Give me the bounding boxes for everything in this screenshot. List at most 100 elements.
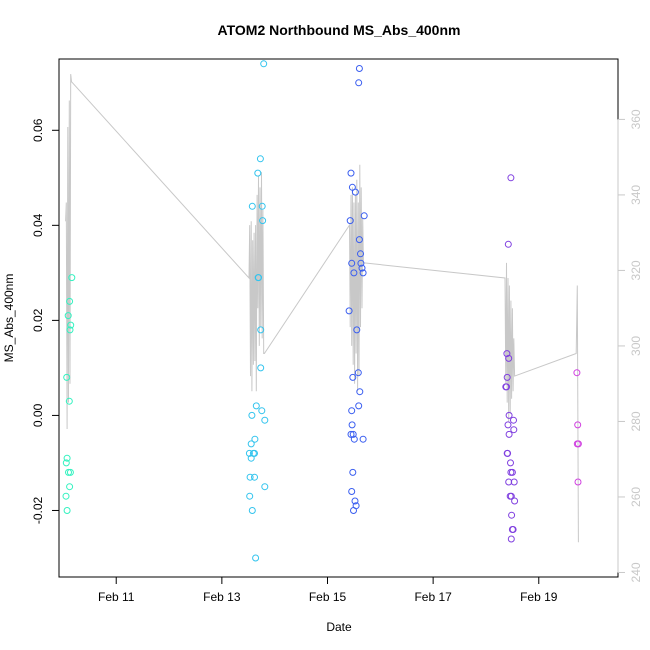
x-tick-label: Feb 17	[414, 590, 452, 604]
data-point	[348, 259, 356, 267]
data-point	[254, 169, 262, 177]
data-point	[348, 421, 356, 429]
y2-tick-label: 320	[629, 260, 643, 280]
x-tick-label: Feb 11	[98, 590, 135, 604]
y-tick-label: 0.04	[31, 213, 45, 237]
data-point	[347, 169, 355, 177]
data-point	[507, 174, 515, 182]
data-point	[257, 364, 265, 372]
y-tick-label: 0.06	[31, 118, 45, 142]
data-point	[505, 354, 513, 362]
data-point	[67, 321, 75, 329]
data-point	[504, 240, 512, 248]
data-point	[502, 383, 510, 391]
data-point	[507, 535, 515, 543]
data-point	[355, 65, 363, 72]
data-point	[248, 202, 256, 210]
data-point	[63, 507, 71, 514]
x-tick-label: Feb 15	[309, 590, 347, 604]
y-tick-label: -0.02	[31, 496, 45, 524]
data-point	[346, 217, 354, 225]
data-point	[359, 269, 367, 277]
y-tick-label: 0.00	[31, 403, 45, 427]
data-point	[246, 473, 254, 481]
data-point	[511, 497, 519, 505]
y-axis-left: -0.02 0.00 0.02 0.04 0.06	[31, 118, 59, 524]
data-point	[574, 421, 582, 429]
y-axis-label: MS_Abs_400nm	[2, 274, 16, 363]
data-point	[62, 459, 70, 467]
data-point	[65, 468, 72, 476]
data-point	[254, 274, 262, 282]
x-tick-label: Feb 19	[520, 590, 558, 604]
data-point	[62, 492, 70, 500]
data-point	[510, 416, 517, 424]
data-point	[359, 435, 367, 443]
data-point	[251, 435, 259, 443]
data-point	[349, 430, 357, 438]
data-point	[353, 326, 361, 334]
data-point	[252, 554, 260, 562]
data-point	[345, 307, 353, 315]
data-point	[510, 478, 518, 486]
data-point	[350, 269, 358, 277]
data-point	[508, 468, 516, 476]
data-point	[574, 478, 582, 486]
data-point	[503, 373, 511, 381]
data-point	[258, 202, 266, 210]
data-point	[357, 250, 364, 258]
data-point	[245, 449, 253, 457]
data-point	[249, 449, 257, 457]
data-point	[259, 217, 267, 225]
line-series-layer	[65, 74, 579, 543]
data-point	[360, 212, 368, 220]
data-point	[261, 483, 269, 491]
data-point	[347, 430, 355, 438]
plot-frame	[58, 58, 619, 578]
data-point	[510, 426, 518, 434]
data-point	[348, 488, 356, 495]
data-point	[261, 416, 269, 424]
point-series-layer	[62, 60, 582, 562]
data-point	[573, 369, 581, 377]
data-point	[247, 440, 255, 448]
chart-title: ATOM2 Northbound MS_Abs_400nm	[218, 22, 461, 38]
data-point	[354, 369, 362, 377]
data-point	[66, 297, 74, 305]
y-axis-right: 240 260 280 300 320 340 360	[617, 109, 643, 582]
y2-tick-label: 340	[629, 185, 643, 205]
data-point	[508, 511, 516, 519]
data-point	[357, 259, 365, 267]
data-point	[256, 155, 264, 163]
data-point	[508, 526, 516, 533]
y2-tick-label: 240	[629, 562, 643, 582]
data-point	[65, 397, 73, 405]
data-point	[260, 60, 268, 68]
data-point	[503, 350, 511, 358]
x-tick-label: Feb 13	[203, 590, 241, 604]
data-point	[63, 373, 71, 381]
y2-tick-label: 280	[629, 411, 643, 431]
data-point	[505, 411, 513, 419]
data-point	[252, 402, 260, 410]
data-point	[64, 312, 72, 320]
data-point	[349, 468, 357, 476]
data-point	[507, 459, 514, 467]
data-point	[246, 492, 254, 500]
y2-tick-label: 360	[629, 109, 643, 129]
data-point	[352, 502, 360, 510]
data-point	[351, 188, 359, 196]
data-point	[504, 421, 512, 429]
data-point	[503, 449, 511, 457]
data-point	[505, 430, 513, 438]
data-point	[68, 274, 76, 282]
data-point	[66, 468, 74, 476]
data-point	[349, 373, 357, 381]
y2-tick-label: 300	[629, 336, 643, 356]
data-point	[66, 483, 74, 491]
data-point	[63, 454, 71, 462]
data-point	[358, 264, 366, 272]
data-point	[355, 79, 363, 87]
data-point	[355, 236, 363, 244]
